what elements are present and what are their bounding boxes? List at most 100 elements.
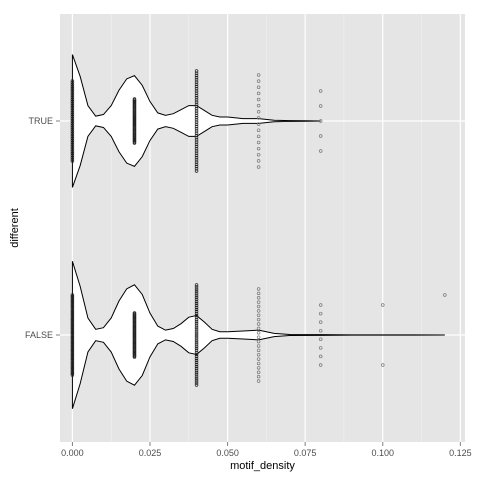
data-point bbox=[256, 291, 261, 296]
data-point bbox=[70, 116, 75, 120]
data-point bbox=[194, 138, 199, 142]
data-point bbox=[70, 81, 75, 85]
data-point bbox=[318, 328, 323, 333]
data-point bbox=[70, 88, 75, 93]
data-point bbox=[70, 138, 75, 143]
data-point bbox=[70, 94, 75, 98]
data-point bbox=[194, 153, 199, 158]
data-point bbox=[194, 373, 199, 377]
data-point bbox=[70, 122, 75, 126]
data-point bbox=[70, 355, 75, 359]
data-point bbox=[194, 167, 199, 171]
data-point bbox=[194, 151, 199, 155]
data-point bbox=[256, 370, 261, 374]
data-point bbox=[194, 109, 199, 113]
data-point bbox=[194, 135, 199, 140]
data-point bbox=[70, 311, 75, 315]
data-point bbox=[194, 322, 199, 326]
data-point bbox=[70, 142, 75, 147]
data-point bbox=[70, 319, 75, 323]
data-point bbox=[194, 122, 199, 127]
data-point bbox=[256, 335, 261, 339]
data-point bbox=[256, 159, 261, 163]
data-point bbox=[194, 71, 199, 75]
data-point bbox=[194, 366, 199, 371]
data-point bbox=[318, 119, 323, 123]
data-point bbox=[70, 114, 75, 119]
data-point bbox=[256, 357, 261, 361]
data-point bbox=[194, 82, 199, 87]
data-point bbox=[70, 329, 75, 333]
data-point bbox=[194, 73, 199, 78]
data-point bbox=[256, 304, 261, 309]
data-point bbox=[318, 134, 323, 138]
data-point bbox=[194, 147, 199, 151]
data-point bbox=[256, 146, 261, 151]
data-point bbox=[70, 97, 75, 102]
grid-layer bbox=[60, 14, 465, 442]
data-point bbox=[194, 326, 199, 330]
data-point bbox=[194, 364, 199, 369]
data-point bbox=[256, 296, 261, 300]
data-point bbox=[194, 334, 199, 338]
data-point bbox=[194, 131, 199, 135]
data-point bbox=[70, 312, 75, 317]
axis-layer: 0.000 0.025 0.050 0.075 0.100 0.125 FALSE TRUE bbox=[25, 116, 472, 458]
data-point bbox=[194, 289, 199, 293]
data-point bbox=[194, 344, 199, 348]
x-tick-label: 0.125 bbox=[449, 448, 472, 458]
data-point bbox=[194, 80, 199, 84]
data-point bbox=[194, 360, 199, 365]
data-point bbox=[194, 87, 199, 91]
data-point bbox=[194, 69, 199, 73]
data-point bbox=[194, 124, 199, 129]
data-point bbox=[194, 297, 199, 302]
data-point bbox=[194, 330, 199, 334]
data-point bbox=[70, 356, 75, 361]
data-point bbox=[70, 296, 75, 301]
data-point bbox=[70, 334, 75, 338]
data-point bbox=[194, 324, 199, 328]
data-point bbox=[70, 109, 75, 113]
data-point bbox=[256, 152, 261, 157]
x-tick-label: 0.025 bbox=[139, 448, 162, 458]
data-point bbox=[194, 91, 199, 95]
data-point bbox=[70, 373, 75, 377]
data-point bbox=[70, 101, 75, 106]
data-point bbox=[70, 90, 75, 94]
data-point bbox=[194, 104, 199, 109]
data-point bbox=[194, 299, 199, 304]
data-point bbox=[70, 110, 75, 115]
data-point bbox=[256, 91, 261, 96]
data-point bbox=[256, 110, 261, 114]
data-point bbox=[256, 317, 261, 322]
data-point bbox=[70, 82, 75, 87]
data-point bbox=[194, 142, 199, 147]
data-point bbox=[70, 332, 75, 336]
data-point bbox=[194, 169, 199, 173]
data-point bbox=[256, 322, 261, 326]
data-point bbox=[194, 358, 199, 363]
data-point bbox=[194, 111, 199, 115]
data-point bbox=[70, 84, 75, 89]
data-point bbox=[70, 363, 75, 367]
data-point bbox=[194, 158, 199, 162]
data-point bbox=[194, 100, 199, 104]
data-point bbox=[70, 348, 75, 353]
data-point bbox=[256, 134, 261, 139]
data-point bbox=[70, 325, 75, 330]
data-point bbox=[194, 140, 199, 144]
data-point bbox=[256, 344, 261, 348]
data-point bbox=[70, 136, 75, 141]
data-point bbox=[70, 140, 75, 145]
data-point bbox=[256, 352, 261, 357]
data-point bbox=[70, 345, 75, 349]
data-point bbox=[194, 305, 199, 310]
data-point bbox=[70, 342, 75, 346]
data-point bbox=[70, 112, 75, 117]
y-tick-label: FALSE bbox=[25, 330, 53, 340]
data-point bbox=[70, 352, 75, 356]
data-point bbox=[70, 350, 75, 354]
data-point bbox=[194, 98, 199, 102]
data-point bbox=[70, 369, 75, 374]
